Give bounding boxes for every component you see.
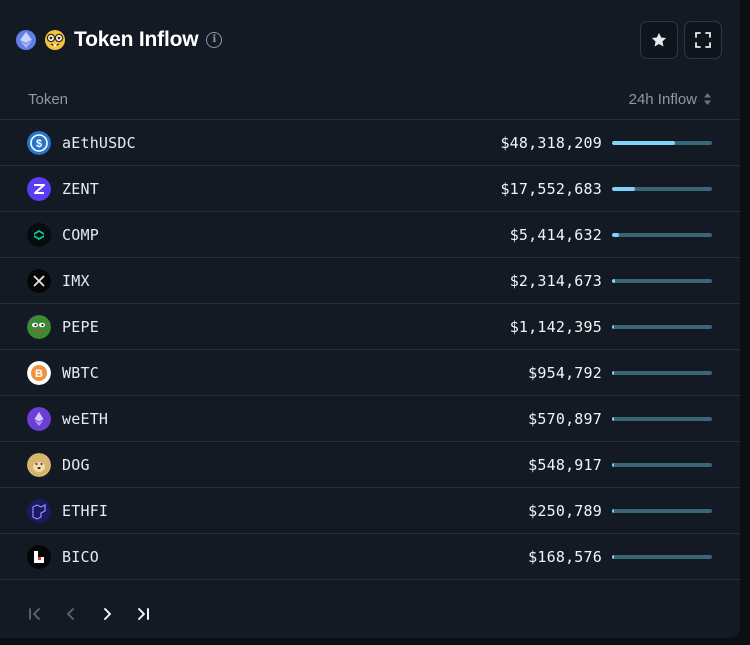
inflow-share-bar xyxy=(612,370,712,375)
table-row[interactable]: BICO $168,576 xyxy=(0,534,740,580)
inflow-share-bar xyxy=(612,186,712,191)
token-inflow-value: $548,917 xyxy=(528,455,602,474)
table-row[interactable]: $ aEthUSDC $48,318,209 xyxy=(0,120,740,166)
token-inflow-widget: Token Inflow i Token 24h Inflow $ aEthUSD… xyxy=(0,0,740,638)
first-page-icon[interactable] xyxy=(24,603,46,625)
token-name: BICO xyxy=(62,547,99,566)
sort-icon xyxy=(703,92,712,106)
widget-header: Token Inflow i xyxy=(16,18,722,62)
pepe-icon xyxy=(27,314,51,339)
inflow-share-bar xyxy=(612,140,712,145)
token-inflow-value: $954,792 xyxy=(528,363,602,382)
table-row[interactable]: DOG $548,917 xyxy=(0,442,740,488)
inflow-share-fill xyxy=(612,278,615,283)
table-header: Token 24h Inflow xyxy=(0,79,740,120)
inflow-share-bar xyxy=(612,462,712,467)
token-inflow-value: $570,897 xyxy=(528,409,602,428)
token-inflow-value: $168,576 xyxy=(528,547,602,566)
svg-text:B: B xyxy=(35,368,43,380)
table-row[interactable]: IMX $2,314,673 xyxy=(0,258,740,304)
token-name: aEthUSDC xyxy=(62,133,136,152)
usdc-icon: $ xyxy=(27,130,51,155)
table-row[interactable]: PEPE $1,142,395 xyxy=(0,304,740,350)
token-inflow-value: $17,552,683 xyxy=(500,179,602,198)
next-page-icon[interactable] xyxy=(96,603,118,625)
inflow-share-fill xyxy=(612,416,614,421)
token-inflow-value: $250,789 xyxy=(528,501,602,520)
widget-title: Token Inflow xyxy=(74,28,199,51)
imx-icon xyxy=(27,268,51,293)
token-name: weETH xyxy=(62,409,109,428)
token-table: $ aEthUSDC $48,318,209 ZENT $17,552,683 COMP $… xyxy=(0,120,740,580)
table-row[interactable]: B WBTC $954,792 xyxy=(0,350,740,396)
wbtc-icon: B xyxy=(27,360,51,385)
token-inflow-value: $1,142,395 xyxy=(509,317,602,336)
star-icon xyxy=(651,32,667,47)
inflow-share-fill xyxy=(612,324,614,329)
column-inflow-sort[interactable]: 24h Inflow xyxy=(629,91,712,108)
nerd-face-emoji-icon xyxy=(44,29,66,51)
token-name: COMP xyxy=(62,225,99,244)
token-inflow-value: $2,314,673 xyxy=(509,271,602,290)
table-row[interactable]: COMP $5,414,632 xyxy=(0,212,740,258)
zent-icon xyxy=(27,176,51,201)
token-name: ETHFI xyxy=(62,501,109,520)
inflow-share-bar xyxy=(612,278,712,283)
token-name: IMX xyxy=(62,271,90,290)
inflow-share-bar xyxy=(612,554,712,559)
fullscreen-button[interactable] xyxy=(684,21,722,59)
svg-text:$: $ xyxy=(36,138,42,150)
inflow-share-fill xyxy=(612,370,614,375)
inflow-share-fill xyxy=(612,554,614,559)
info-icon[interactable]: i xyxy=(206,32,223,48)
token-name: WBTC xyxy=(62,363,99,382)
dog-icon xyxy=(27,452,51,477)
inflow-share-bar xyxy=(612,508,712,513)
header-actions xyxy=(640,21,722,59)
token-name: DOG xyxy=(62,455,90,474)
inflow-share-fill xyxy=(612,462,614,467)
inflow-share-fill xyxy=(612,508,614,513)
inflow-share-fill xyxy=(612,140,675,145)
inflow-share-fill xyxy=(612,186,635,191)
fullscreen-icon xyxy=(695,32,711,48)
token-inflow-value: $48,318,209 xyxy=(500,133,602,152)
last-page-icon[interactable] xyxy=(132,603,154,625)
pagination xyxy=(24,603,154,625)
column-token: Token xyxy=(28,90,69,108)
weeth-icon xyxy=(27,406,51,431)
bico-icon xyxy=(27,544,51,569)
token-inflow-value: $5,414,632 xyxy=(509,225,602,244)
favorite-button[interactable] xyxy=(640,21,678,59)
inflow-share-bar xyxy=(612,232,712,237)
inflow-share-bar xyxy=(612,324,712,329)
token-name: ZENT xyxy=(62,179,99,198)
ethfi-icon xyxy=(27,498,51,523)
column-inflow-label: 24h Inflow xyxy=(628,90,697,108)
ethereum-icon[interactable] xyxy=(16,30,36,50)
table-row[interactable]: ZENT $17,552,683 xyxy=(0,166,740,212)
inflow-share-bar xyxy=(612,416,712,421)
table-row[interactable]: ETHFI $250,789 xyxy=(0,488,740,534)
token-name: PEPE xyxy=(62,317,99,336)
comp-icon xyxy=(27,222,51,247)
table-row[interactable]: weETH $570,897 xyxy=(0,396,740,442)
inflow-share-fill xyxy=(612,232,619,237)
prev-page-icon[interactable] xyxy=(60,603,82,625)
